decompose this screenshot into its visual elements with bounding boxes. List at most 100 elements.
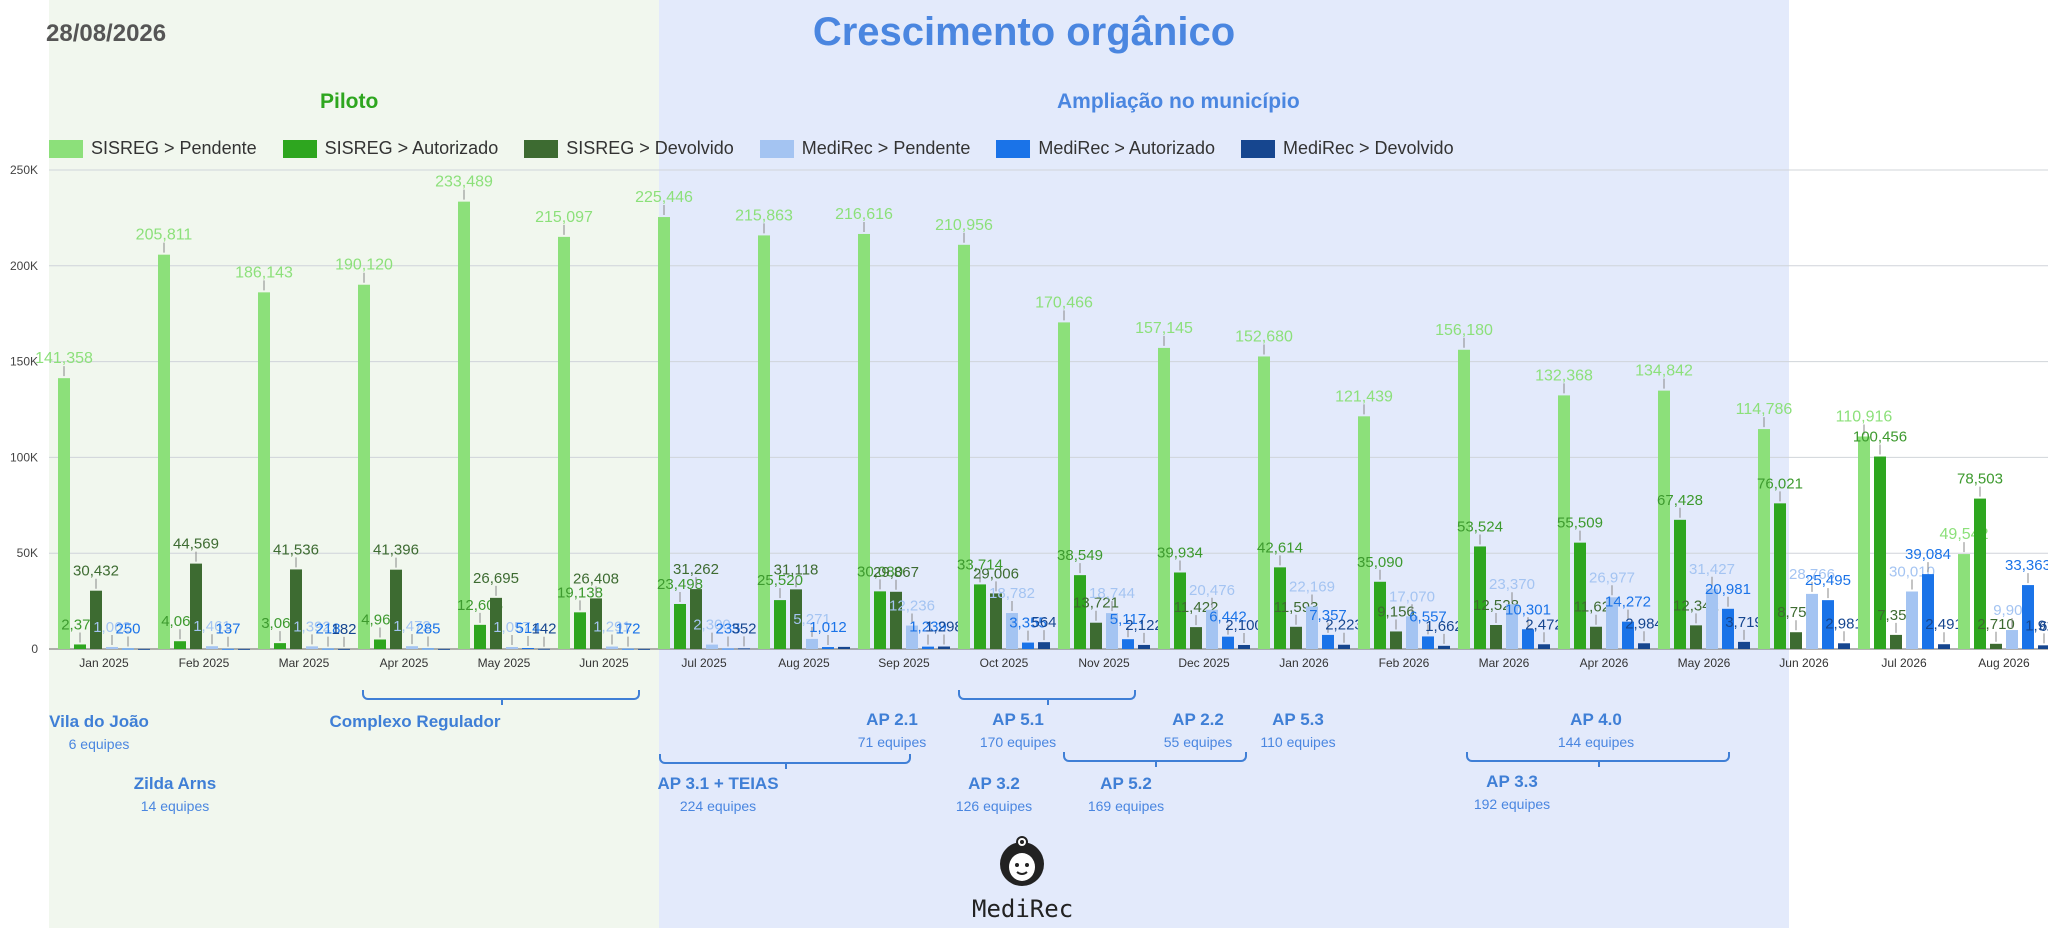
- bar-4-13: [1422, 636, 1434, 649]
- bar-5-14: [1538, 644, 1550, 649]
- data-label: 1,062: [93, 619, 131, 636]
- bar-4-7: [822, 647, 834, 649]
- data-label: 30,080: [857, 563, 903, 580]
- bar-1-15: [1574, 542, 1586, 649]
- data-label: 1,392: [293, 618, 331, 635]
- data-label: 42,614: [1257, 539, 1303, 556]
- bar-0-18: [1858, 436, 1870, 649]
- x-tick-label: Dec 2025: [1178, 656, 1230, 670]
- bar-3-1: [206, 646, 218, 649]
- bar-0-7: [758, 235, 770, 649]
- bar-3-10: [1106, 613, 1118, 649]
- legend-item-sisreg-autorizado[interactable]: SISREG > Autorizado: [282, 138, 498, 159]
- annotation-name: AP 3.3: [1486, 772, 1538, 791]
- bar-1-1: [174, 641, 186, 649]
- data-label: 564: [1031, 614, 1056, 631]
- bar-1-19: [1974, 498, 1986, 649]
- x-tick-label: Apr 2025: [380, 656, 429, 670]
- data-label: 186,143: [235, 264, 293, 281]
- data-label: 1,298: [925, 619, 963, 636]
- legend-item-sisreg-pendente[interactable]: SISREG > Pendente: [49, 138, 257, 159]
- annotation-ap40: AP 4.0 144 equipes: [1558, 710, 1634, 750]
- annotation-teams: 71 equipes: [857, 734, 927, 750]
- ap33-brace: [1466, 752, 1730, 767]
- y-tick-label: 250K: [10, 163, 38, 177]
- bar-0-14: [1458, 349, 1470, 649]
- annotation-name: AP 3.1 + TEIAS: [657, 774, 779, 793]
- bar-4-14: [1522, 629, 1534, 649]
- bar-1-16: [1674, 519, 1686, 649]
- annotation-name: AP 5.1: [992, 710, 1044, 729]
- bar-0-13: [1358, 416, 1370, 649]
- data-label: 205,811: [136, 227, 193, 244]
- data-label: 190,120: [335, 257, 393, 274]
- bar-4-17: [1822, 600, 1834, 649]
- bar-1-12: [1274, 567, 1286, 649]
- data-label: 2,372: [61, 616, 99, 633]
- bar-5-16: [1738, 641, 1750, 649]
- legend-item-medirec-devolvido[interactable]: MediRec > Devolvido: [1241, 138, 1454, 159]
- bar-5-12: [1338, 644, 1350, 649]
- annotation-name: Vila do João: [49, 712, 149, 731]
- data-label: 14,272: [1605, 594, 1651, 611]
- bar-0-4: [458, 201, 470, 649]
- y-tick-label: 50K: [17, 546, 38, 560]
- bar-3-2: [306, 646, 318, 649]
- data-label: 7,358: [1877, 607, 1915, 624]
- bar-0-2: [258, 292, 270, 649]
- bar-2-9: [990, 593, 1002, 649]
- data-label: 30,432: [73, 563, 119, 580]
- data-label: 4,062: [161, 613, 199, 630]
- data-label: 2,710: [1977, 616, 2015, 633]
- bar-3-11: [1206, 609, 1218, 649]
- bar-0-10: [1058, 322, 1070, 649]
- report-date: 28/08/2026: [46, 20, 167, 47]
- bar-3-4: [506, 646, 518, 649]
- annotation-name: AP 2.1: [866, 710, 918, 729]
- bar-5-18: [1938, 644, 1950, 649]
- data-label: 2,223: [1325, 617, 1363, 634]
- data-label: 55,509: [1557, 515, 1603, 532]
- x-tick-label: Nov 2025: [1078, 656, 1130, 670]
- data-label: 1,662: [1425, 618, 1463, 635]
- expansion-phase-background: [659, 0, 1789, 928]
- bar-0-9: [958, 244, 970, 650]
- bar-1-6: [674, 603, 686, 649]
- bar-3-3: [406, 646, 418, 649]
- data-label: 29,006: [973, 565, 1019, 582]
- legend-item-medirec-pendente[interactable]: MediRec > Pendente: [759, 138, 970, 159]
- data-label: 53,524: [1457, 518, 1503, 535]
- bar-4-5: [622, 648, 634, 650]
- data-label: 100,456: [1853, 429, 1907, 446]
- bar-3-13: [1406, 616, 1418, 649]
- bar-2-17: [1790, 632, 1802, 649]
- legend-item-medirec-autorizado[interactable]: MediRec > Autorizado: [996, 138, 1215, 159]
- bar-chart: 0 50K 100K 150K 200K 250K Jan 2025 141,358 2,372…: [10, 163, 2048, 670]
- data-label: 1,057: [493, 619, 531, 636]
- legend-swatch: [1241, 139, 1275, 158]
- bar-4-8: [922, 646, 934, 649]
- annotation-teams: 144 equipes: [1557, 734, 1635, 750]
- data-label: 156,180: [1435, 322, 1493, 339]
- bar-1-8: [874, 591, 886, 649]
- y-tick-label: 200K: [10, 259, 38, 273]
- x-tick-label: Aug 2026: [1978, 656, 2030, 670]
- data-label: 5,271: [793, 611, 831, 628]
- data-label: 141,358: [35, 350, 93, 367]
- legend-swatch: [49, 139, 83, 158]
- bar-0-19: [1958, 554, 1970, 649]
- bar-0-1: [158, 254, 170, 649]
- bar-5-10: [1138, 644, 1150, 649]
- annotation-teams: 170 equipes: [979, 734, 1057, 750]
- data-label: 2,981: [1825, 615, 1863, 632]
- data-label: 13,721: [1073, 595, 1119, 612]
- y-tick-label: 0: [31, 642, 38, 656]
- legend-item-sisreg-devolvido[interactable]: SISREG > Devolvido: [524, 138, 734, 159]
- annotation-name: AP 5.2: [1100, 774, 1152, 793]
- data-label: 1,915: [2025, 617, 2048, 634]
- x-tick-label: May 2025: [478, 656, 531, 670]
- bar-1-17: [1774, 503, 1786, 649]
- bar-5-11: [1238, 644, 1250, 649]
- annotation-vila-do-joao: Vila do João 6 equipes: [49, 712, 149, 752]
- bar-5-5: [638, 648, 650, 650]
